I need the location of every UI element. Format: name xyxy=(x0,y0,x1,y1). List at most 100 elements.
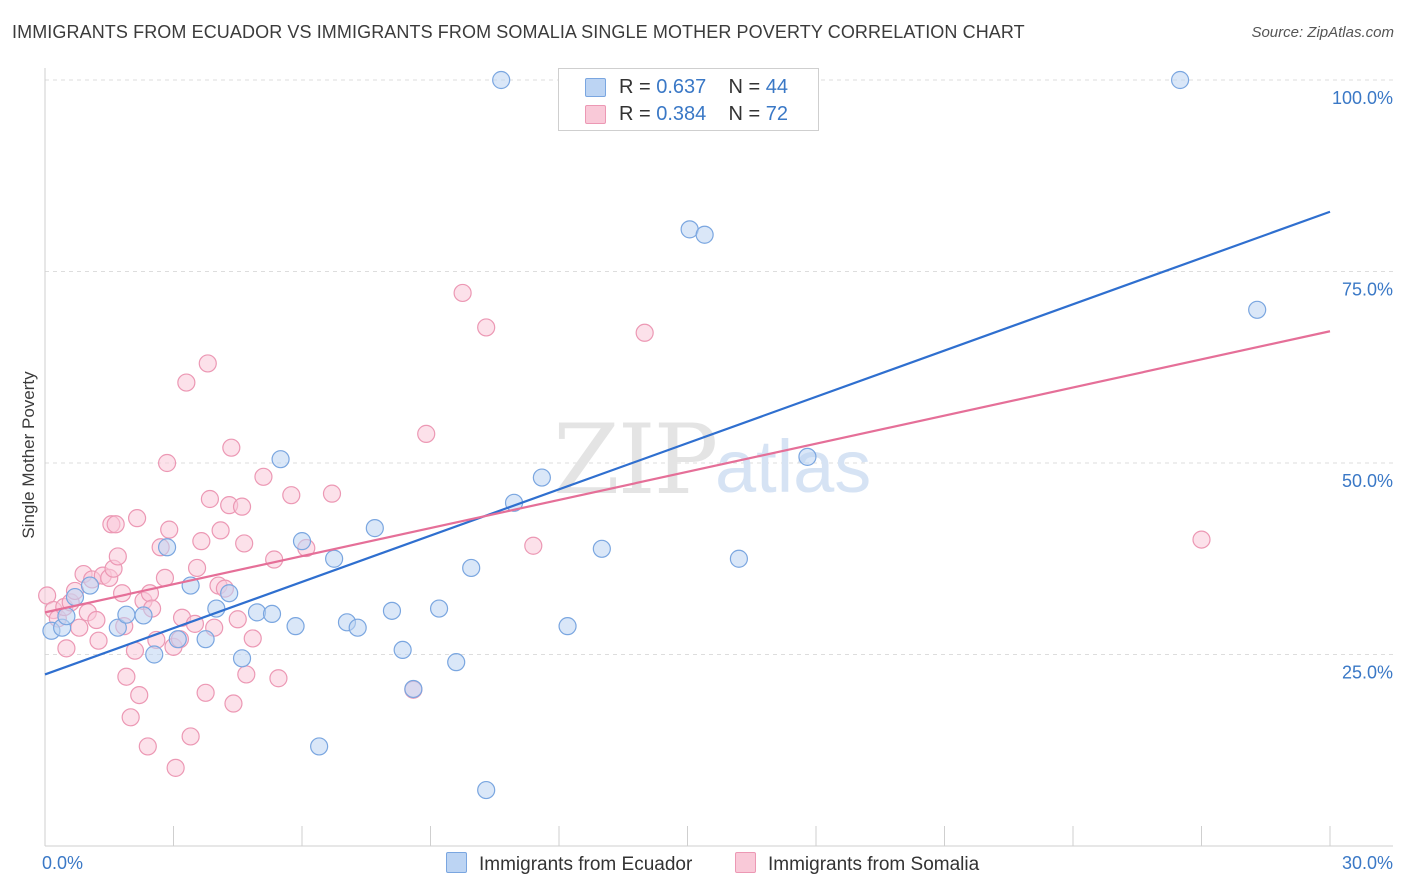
somalia-point xyxy=(198,354,217,373)
somalia-n-value: 72 xyxy=(765,103,789,125)
ecuador-point xyxy=(365,519,384,538)
somalia-point xyxy=(232,497,252,516)
somalia-point xyxy=(117,667,136,686)
bottom-ecuador-swatch xyxy=(446,852,467,873)
ecuador-point xyxy=(477,780,496,800)
y-tick-label: 25.0% xyxy=(1342,663,1393,683)
watermark-atlas: atlas xyxy=(715,425,871,508)
somalia-point xyxy=(121,708,140,727)
ecuador-point xyxy=(348,618,367,637)
ecuador-point xyxy=(532,468,551,487)
watermark: ZIP atlas xyxy=(553,404,871,516)
ecuador-point xyxy=(729,549,749,568)
x-tick-label: 30.0% xyxy=(1342,853,1393,873)
somalia-point xyxy=(138,737,157,756)
somalia-point xyxy=(265,550,284,569)
somalia-swatch xyxy=(585,105,606,124)
somalia-point xyxy=(177,373,196,392)
y-tick-label: 50.0% xyxy=(1342,471,1393,491)
somalia-point xyxy=(524,536,543,555)
somalia-point xyxy=(1192,530,1211,549)
ecuador-point xyxy=(492,70,511,90)
somalia-point xyxy=(224,694,243,713)
ecuador-point xyxy=(168,630,187,649)
somalia-point xyxy=(243,629,262,648)
x-tick-labels: 0.0% 30.0% xyxy=(42,853,1393,873)
ecuador-point xyxy=(393,640,412,660)
somalia-points xyxy=(38,283,1211,777)
somalia-point xyxy=(57,639,76,658)
somalia-point xyxy=(160,520,179,539)
ecuador-point xyxy=(798,447,817,466)
somalia-point xyxy=(282,486,301,505)
somalia-point xyxy=(181,727,200,746)
ecuador-point xyxy=(196,630,215,649)
somalia-point xyxy=(235,534,254,553)
somalia-point xyxy=(254,467,273,486)
ecuador-point xyxy=(145,645,164,664)
bottom-legend-somalia: Immigrants from Somalia xyxy=(735,852,979,876)
ecuador-point xyxy=(286,617,305,636)
legend-r-label: R = xyxy=(619,76,651,98)
ecuador-point xyxy=(1170,70,1190,90)
somalia-point xyxy=(127,509,147,528)
somalia-point xyxy=(87,610,106,630)
ecuador-r-value: 0.637 xyxy=(656,76,707,98)
y-axis-label: Single Mother Poverty xyxy=(19,371,38,539)
ecuador-point xyxy=(65,587,85,607)
somalia-point xyxy=(108,547,127,566)
ecuador-n-value: 44 xyxy=(765,76,789,98)
ecuador-trendline xyxy=(44,210,1331,676)
trend-lines xyxy=(44,210,1331,676)
somalia-point xyxy=(417,424,436,443)
ecuador-point xyxy=(247,603,267,622)
somalia-point xyxy=(187,558,207,578)
ecuador-point xyxy=(262,604,282,624)
somalia-point xyxy=(196,683,215,702)
ecuador-points xyxy=(42,70,1267,800)
ecuador-point xyxy=(134,606,153,625)
y-tick-labels: 25.0% 50.0% 75.0% 100.0% xyxy=(1332,88,1393,683)
x-tick-label: 0.0% xyxy=(42,853,83,873)
somalia-point xyxy=(222,438,241,457)
chart-title: IMMIGRANTS FROM ECUADOR VS IMMIGRANTS FR… xyxy=(12,22,1025,42)
bottom-somalia-swatch xyxy=(735,852,756,873)
ecuador-point xyxy=(462,558,481,578)
ecuador-point xyxy=(157,538,177,557)
ecuador-point xyxy=(325,549,344,568)
watermark-zip: ZIP xyxy=(553,404,716,516)
ecuador-point xyxy=(57,607,76,626)
somalia-point xyxy=(192,532,211,551)
ecuador-point xyxy=(695,225,714,244)
ecuador-point xyxy=(429,599,449,618)
bottom-legend-ecuador: Immigrants from Ecuador xyxy=(446,852,692,876)
gridlines xyxy=(45,79,1393,655)
legend-r-label: R = xyxy=(619,103,651,125)
somalia-point xyxy=(322,484,342,503)
bottom-ecuador-label: Immigrants from Ecuador xyxy=(479,854,693,875)
somalia-point xyxy=(635,323,654,342)
somalia-point xyxy=(269,669,288,688)
ecuador-point xyxy=(292,532,312,551)
somalia-point xyxy=(106,515,125,534)
ecuador-point xyxy=(404,679,423,699)
source-label: Source: ZipAtlas.com xyxy=(1251,24,1394,41)
ecuador-point xyxy=(220,584,239,603)
bottom-somalia-label: Immigrants from Somalia xyxy=(768,854,980,875)
y-tick-label: 100.0% xyxy=(1332,88,1393,108)
ecuador-point xyxy=(108,618,127,637)
axes xyxy=(44,68,1393,847)
ecuador-point xyxy=(310,737,329,756)
somalia-point xyxy=(157,453,177,473)
somalia-r-value: 0.384 xyxy=(656,103,707,125)
ecuador-point xyxy=(271,450,290,469)
somalia-point xyxy=(166,758,185,777)
somalia-trendline xyxy=(44,330,1331,614)
legend-n-label: N = xyxy=(728,76,761,98)
ecuador-point xyxy=(232,649,252,668)
ecuador-point xyxy=(447,653,466,672)
ecuador-point xyxy=(592,539,611,558)
somalia-point xyxy=(453,283,472,303)
somalia-point xyxy=(200,489,220,509)
